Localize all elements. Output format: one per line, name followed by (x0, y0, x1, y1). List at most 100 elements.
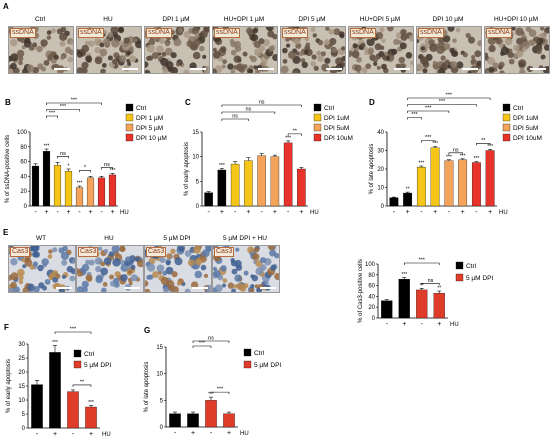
y-tick-label: 0 (381, 204, 385, 210)
bracket-label: *** (199, 341, 206, 347)
legend-label: 5 µM DPI (254, 362, 281, 369)
significance-label: *** (285, 135, 291, 141)
y-tick-label: 30 (18, 342, 25, 348)
significance-bracket (210, 391, 230, 395)
bar (389, 197, 399, 207)
bar (471, 162, 481, 207)
bar (31, 165, 40, 207)
y-axis-label: % of late apoptosis (369, 144, 375, 195)
bar (230, 163, 240, 207)
y-tick-label: 30 (377, 149, 384, 155)
y-tick-label: 15 (156, 345, 163, 351)
bar (64, 171, 73, 207)
bracket-label: *** (425, 135, 432, 141)
stain-label: ssDNA (282, 28, 308, 38)
significance-label: *** (52, 340, 58, 346)
y-tick-label: 20 (20, 189, 27, 195)
scale-bar (394, 68, 410, 70)
panel-a-letter: A (3, 2, 9, 11)
bar (205, 400, 217, 428)
bracket-label: *** (49, 111, 56, 117)
micrograph-title: DPI 10 µM (432, 16, 464, 23)
x-tick-label: + (53, 431, 57, 438)
significance-label: ** (406, 187, 410, 193)
x-tick-label: + (461, 209, 465, 216)
x-tick-label: + (299, 209, 303, 216)
significance-bracket (101, 167, 113, 170)
significance-label: *** (77, 181, 83, 187)
legend-label: DPI 10uM (324, 135, 353, 142)
bar (458, 159, 468, 207)
bar (86, 177, 95, 207)
bracket-label: ns (208, 336, 214, 342)
significance-label: *** (473, 156, 479, 162)
y-tick-label: 5 (196, 179, 200, 185)
legend-swatch (125, 123, 134, 132)
legend-swatch (73, 360, 82, 369)
significance-bracket (448, 152, 463, 155)
significance-label: ** (437, 286, 441, 292)
significance-bracket (407, 117, 422, 120)
bracket-label: ** (80, 379, 85, 385)
stain-label: ssDNA (486, 28, 512, 38)
micrograph-image: Cas3 (76, 245, 144, 293)
bar (49, 352, 61, 429)
panel-letter: F (4, 323, 9, 332)
significance-label: ** (420, 283, 424, 289)
significance-bracket (287, 133, 302, 136)
bar (416, 167, 426, 207)
bar (398, 278, 410, 319)
legend-swatch (125, 113, 134, 122)
bracket-label: ns (259, 100, 265, 106)
legend-label: DPI 5 µM (136, 125, 163, 132)
significance-bracket (54, 331, 92, 334)
x-tick-label: + (488, 209, 492, 216)
bar (53, 165, 62, 207)
hu-label: HU (310, 210, 319, 216)
y-tick-label: 10 (18, 398, 25, 404)
legend-swatch (502, 133, 511, 142)
bracket-label: *** (425, 106, 432, 112)
bracket-label: *** (419, 258, 426, 264)
significance-bracket (407, 110, 450, 113)
micrograph-image: ssDNA (8, 26, 74, 74)
stain-label: Cas3 (214, 247, 235, 257)
micrograph-title: HU (103, 16, 113, 23)
bar (85, 406, 97, 429)
x-tick-label: - (72, 431, 75, 438)
bar (433, 293, 445, 319)
legend-label: DPI 10 µM (136, 135, 167, 142)
y-tick-label: 0 (22, 426, 26, 432)
x-tick-label: + (437, 321, 441, 328)
y-tick-label: 100 (365, 262, 376, 268)
bracket-label: *** (70, 327, 77, 333)
y-axis-label: % of Cas3-positive cells (358, 259, 364, 323)
micrograph-title: HU (104, 235, 114, 242)
bar (75, 187, 84, 207)
micrograph-image: ssDNA (484, 26, 550, 74)
stain-label: ssDNA (350, 28, 376, 38)
micrograph-image: ssDNA (280, 26, 346, 74)
micrograph-title: DPI 5 µM (298, 16, 326, 23)
legend-label: DPI 1 µM (136, 115, 163, 122)
x-tick-label: + (220, 209, 224, 216)
legend-label: Ctrl (466, 263, 477, 270)
micrograph-title: WT (35, 235, 47, 242)
significance-label: *** (44, 144, 50, 150)
stain-label: ssDNA (418, 28, 444, 38)
x-tick-label: + (44, 209, 48, 216)
micrograph-title: DPI 1 µM (162, 16, 190, 23)
bracket-label: ** (293, 128, 298, 134)
micrograph-image: ssDNA (212, 26, 278, 74)
y-tick-label: 40 (368, 294, 375, 300)
significance-label: *** (446, 154, 452, 160)
bracket-label: * (84, 165, 87, 171)
micrograph-title: HU+DPI 1 µM (223, 16, 265, 23)
legend-swatch (313, 103, 322, 112)
significance-bracket (72, 384, 92, 387)
y-axis-label: % of early apoptosis (6, 359, 12, 413)
panel-letter: G (144, 326, 150, 335)
y-tick-label: 5 (160, 398, 164, 404)
x-tick-label: - (393, 209, 396, 216)
